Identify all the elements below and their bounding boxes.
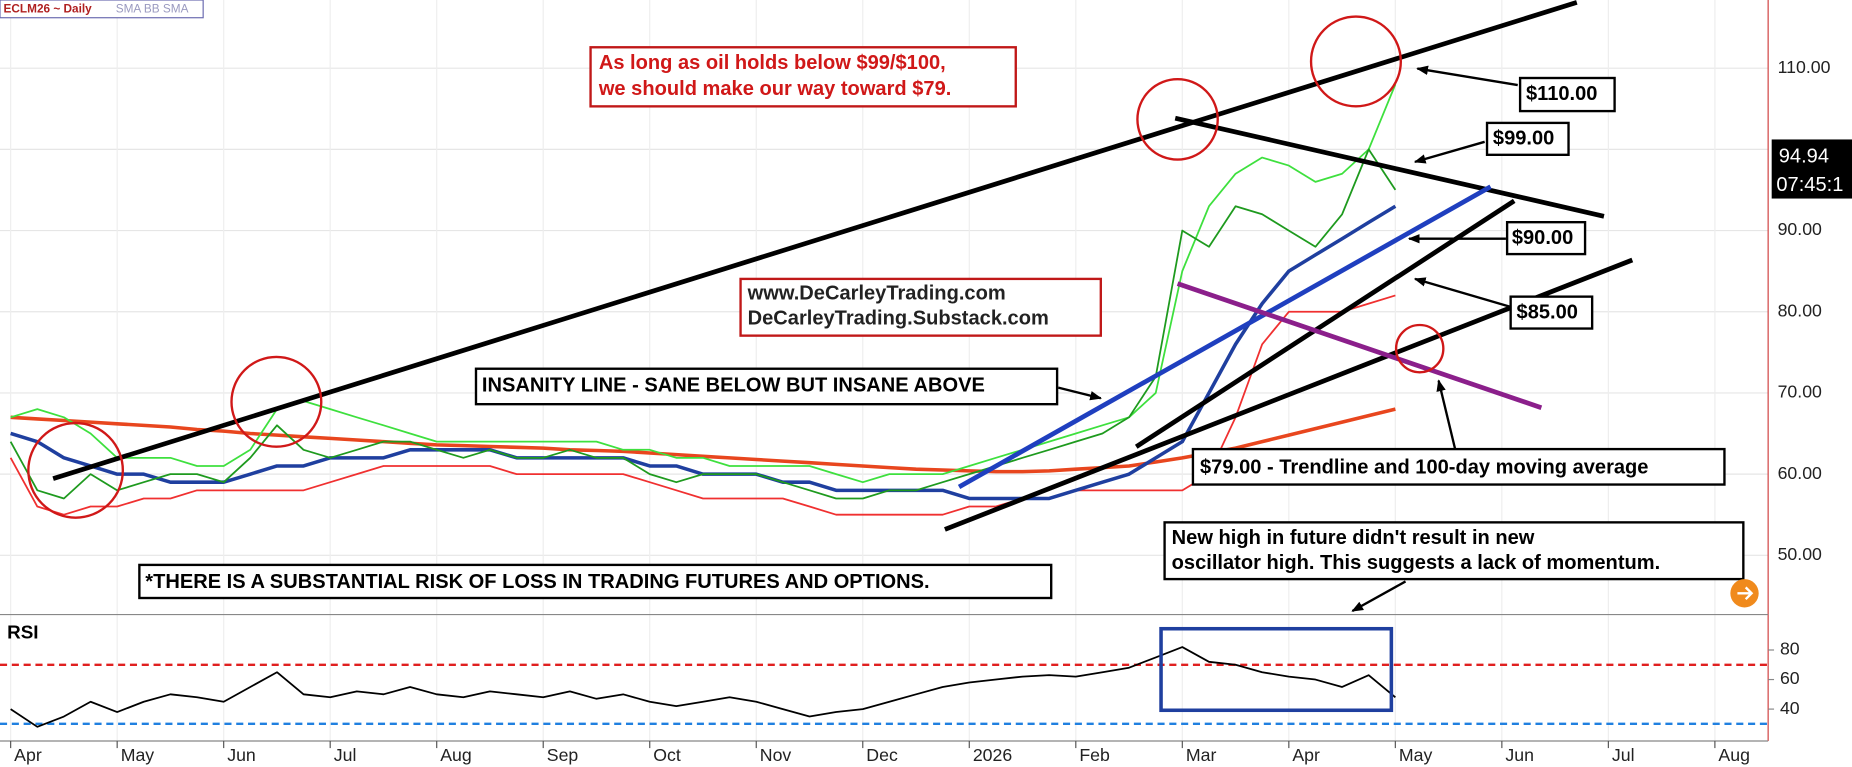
- x-tick-label: Apr: [14, 745, 42, 765]
- series-line: [10, 407, 1396, 474]
- trendline: [1176, 281, 1543, 410]
- annotation: $99.00: [1493, 128, 1554, 150]
- x-tick-label: Jun: [1505, 745, 1534, 765]
- x-tick-label: Sep: [547, 745, 579, 765]
- series-line: [9, 294, 1396, 516]
- annotation: New high in future didn't result in new: [1172, 527, 1535, 549]
- annotation-box: [589, 46, 1017, 108]
- annotation: oscillator high. This suggests a lack of…: [1172, 552, 1661, 574]
- x-tick-label: 2026: [973, 745, 1013, 765]
- x-tick-label: Dec: [866, 745, 898, 765]
- trendline: [1134, 198, 1516, 449]
- highlight-circle: [1309, 15, 1402, 108]
- annotation: $110.00: [1526, 83, 1597, 105]
- annotation-box: [1509, 295, 1594, 330]
- marks-layer: [0, 84, 1769, 728]
- y-tick-label: 50.00: [1778, 544, 1822, 564]
- annotation-box: [1163, 521, 1745, 581]
- annotation-box: [1505, 221, 1587, 256]
- annotation: $90.00: [1512, 227, 1573, 249]
- x-tick-label: Apr: [1292, 745, 1320, 765]
- series-line: [10, 646, 1396, 728]
- annotation: www.DeCarleyTrading.com: [747, 283, 1006, 305]
- x-tick-label: Jul: [334, 745, 357, 765]
- y-tick-label: 80.00: [1778, 300, 1822, 320]
- rsi-highlight-box: [1159, 626, 1394, 713]
- highlight-circle: [27, 421, 125, 519]
- annotation: *THERE IS A SUBSTANTIAL RISK OF LOSS IN …: [145, 571, 929, 593]
- header-box: [0, 0, 204, 19]
- annotation: As long as oil holds below $99/$100,: [599, 52, 946, 74]
- y-tick-label: 60: [1780, 668, 1800, 688]
- annotation: $79.00 - Trendline and 100-day moving av…: [1200, 456, 1648, 478]
- arrow: [1413, 140, 1485, 164]
- annotation-box: [1191, 447, 1726, 486]
- circles: [27, 15, 1445, 519]
- x-tick-label: Aug: [440, 745, 472, 765]
- y-tick-label: 90.00: [1778, 219, 1822, 239]
- trendline: [957, 184, 1492, 489]
- x-tick-label: Aug: [1718, 745, 1750, 765]
- annotation-box: [138, 563, 1053, 600]
- highlight-circle: [1394, 323, 1445, 374]
- trendline: [1174, 115, 1605, 219]
- y-tick-label: 60.00: [1778, 463, 1822, 483]
- indicator-list: SMA BB SMA: [116, 2, 189, 16]
- last-price: 94.94: [1779, 145, 1829, 167]
- annotation-box: [1485, 121, 1570, 156]
- y-tick-label: 110.00: [1778, 57, 1831, 77]
- annotation-box: [1518, 76, 1616, 113]
- annotation-box: [739, 277, 1102, 337]
- chart-title: ECLM26 ~ Daily: [4, 2, 93, 16]
- highlight-circle: [1136, 78, 1219, 161]
- last-time: 07:45:1: [1776, 174, 1843, 196]
- axis-layer: 50.0060.0070.0080.0090.00100.00110.00406…: [10, 57, 1832, 765]
- trendline: [52, 0, 1578, 481]
- scroll-icon: [1737, 586, 1754, 601]
- highlight-circle: [230, 355, 323, 448]
- annotation: $85.00: [1517, 301, 1578, 323]
- x-tick-label: Nov: [760, 745, 792, 765]
- annotations: As long as oil holds below $99/$100, we …: [138, 46, 1745, 600]
- arrow: [1057, 386, 1102, 401]
- x-tick-label: Mar: [1186, 745, 1217, 765]
- annotation: DeCarleyTrading.Substack.com: [748, 307, 1049, 329]
- x-tick-label: Jul: [1612, 745, 1635, 765]
- x-tick-label: Jun: [227, 745, 256, 765]
- annotation-box: [474, 367, 1059, 406]
- arrow: [1436, 379, 1457, 450]
- annotation: we should make our way toward $79.: [598, 78, 951, 100]
- y-tick-label: 70.00: [1778, 382, 1822, 402]
- arrow: [1416, 65, 1518, 87]
- series-line: [10, 84, 1397, 484]
- y-tick-label: 40: [1780, 698, 1800, 718]
- x-tick-label: Oct: [653, 745, 681, 765]
- y-tick-label: 80: [1780, 639, 1800, 659]
- arrow: [1413, 277, 1513, 309]
- x-tick-label: May: [121, 745, 155, 765]
- arrow: [1351, 580, 1407, 613]
- series-line: [9, 148, 1397, 500]
- last-price-box: [1771, 139, 1852, 199]
- x-tick-label: Feb: [1079, 745, 1110, 765]
- rsi-title: RSI: [7, 622, 38, 643]
- arrows: [1057, 65, 1518, 613]
- annotation: INSANITY LINE - SANE BELOW BUT INSANE AB…: [482, 375, 985, 397]
- x-tick-label: May: [1399, 745, 1433, 765]
